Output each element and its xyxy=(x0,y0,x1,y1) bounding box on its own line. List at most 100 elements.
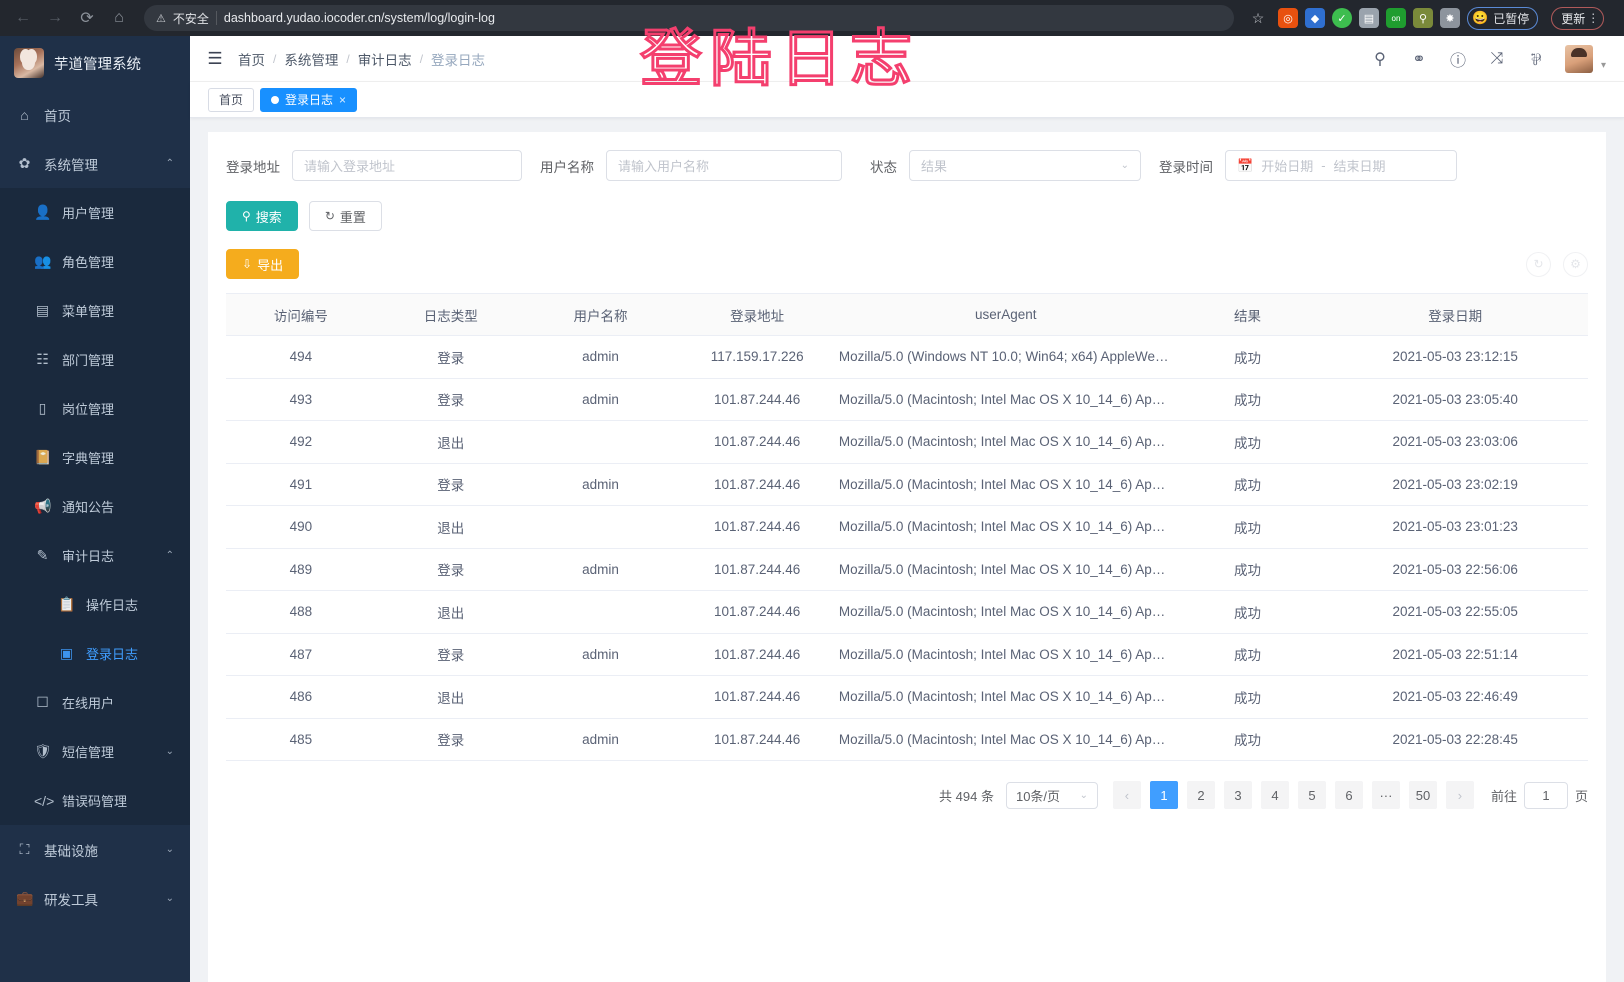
sidebar-item-audit-log[interactable]: ✎ 审计日志 ⌃ xyxy=(0,531,190,580)
sidebar-item-dev-tools[interactable]: 💼 研发工具 ⌄ xyxy=(0,874,190,923)
cell-user-name: admin xyxy=(525,718,676,761)
status-select[interactable]: 结果 ⌄ xyxy=(909,150,1141,181)
column-settings-icon[interactable]: ⚙ xyxy=(1563,251,1588,277)
address-bar[interactable]: ⚠ 不安全 dashboard.yudao.iocoder.cn/system/… xyxy=(144,5,1234,31)
sidebar-item-dept-mgmt[interactable]: ☷ 部门管理 xyxy=(0,335,190,384)
sidebar-item-user-mgmt[interactable]: 👤 用户管理 xyxy=(0,188,190,237)
breadcrumb-item-system[interactable]: 系统管理 xyxy=(284,52,339,68)
back-button[interactable]: ← xyxy=(15,9,31,26)
table-row[interactable]: 490 退出 101.87.244.46 Mozilla/5.0 (Macint… xyxy=(226,505,1588,549)
page-button-3[interactable]: 3 xyxy=(1223,781,1252,809)
search-button[interactable]: ⚲ 搜索 xyxy=(226,201,298,231)
forward-button[interactable]: → xyxy=(47,9,63,26)
cell-login-date: 2021-05-03 22:55:05 xyxy=(1322,590,1588,634)
search-icon[interactable]: ⚲ xyxy=(1374,50,1386,68)
page-button-5[interactable]: 5 xyxy=(1297,781,1326,809)
status-placeholder: 结果 xyxy=(921,159,948,174)
reload-button[interactable]: ⟳ xyxy=(80,10,94,27)
orange-ring-extension-icon[interactable]: ◎ xyxy=(1278,8,1298,28)
tab-home[interactable]: 首页 xyxy=(208,87,255,112)
next-page-button[interactable]: › xyxy=(1445,781,1474,809)
end-date-placeholder: 结束日期 xyxy=(1333,159,1386,174)
home-button[interactable]: ⌂ xyxy=(114,9,124,26)
table-row[interactable]: 491 登录 admin 101.87.244.46 Mozilla/5.0 (… xyxy=(226,463,1588,506)
sidebar-item-notice[interactable]: 📢 通知公告 xyxy=(0,482,190,531)
cell-result: 成功 xyxy=(1172,548,1323,591)
tab-login-log[interactable]: 登录日志 × xyxy=(260,87,358,112)
sidebar-item-post-mgmt[interactable]: ▯ 岗位管理 xyxy=(0,384,190,433)
start-date-placeholder: 开始日期 xyxy=(1261,159,1314,174)
download-icon: ⇩ xyxy=(242,257,253,271)
help-icon[interactable]: ⓘ xyxy=(1449,52,1466,70)
update-button[interactable]: 更新 ⋮ xyxy=(1551,6,1605,30)
chevron-down-icon[interactable]: ▾ xyxy=(1600,59,1606,71)
reset-button[interactable]: ↻ 重置 xyxy=(308,201,382,231)
sidebar-item-menu-mgmt[interactable]: ▤ 菜单管理 xyxy=(0,286,190,335)
chevron-down-icon: ⌄ xyxy=(165,893,174,904)
avatar[interactable] xyxy=(1564,44,1593,73)
sidebar-item-home[interactable]: ⌂ 首页 xyxy=(0,90,190,139)
sidebar-item-dict-mgmt[interactable]: 📔 字典管理 xyxy=(0,433,190,482)
table-row[interactable]: 488 退出 101.87.244.46 Mozilla/5.0 (Macint… xyxy=(226,590,1588,634)
gear-icon: ✿ xyxy=(18,155,31,171)
table-row[interactable]: 494 登录 admin 117.159.17.226 Mozilla/5.0 … xyxy=(226,335,1588,379)
font-size-icon[interactable]: ⅌ xyxy=(1530,51,1542,69)
export-button[interactable]: ⇩ 导出 xyxy=(226,249,300,279)
sidebar-item-operation-log[interactable]: 📋 操作日志 xyxy=(0,580,190,629)
olive-pin-extension-icon[interactable]: ⚲ xyxy=(1413,8,1433,28)
puzzle-extension-icon[interactable]: ✸ xyxy=(1440,8,1460,28)
table-row[interactable]: 493 登录 admin 101.87.244.46 Mozilla/5.0 (… xyxy=(226,378,1588,421)
role-icon: 👥 xyxy=(34,253,52,269)
page-size-select[interactable]: 10条/页 ⌄ xyxy=(1005,781,1098,809)
jump-page-input[interactable]: 1 xyxy=(1523,781,1568,809)
breadcrumb-item-audit[interactable]: 审计日志 xyxy=(357,52,412,68)
cell-log-type: 退出 xyxy=(375,675,526,719)
blue-diamond-extension-icon[interactable]: ◆ xyxy=(1305,8,1325,28)
login-address-input[interactable]: 请输入登录地址 xyxy=(292,150,522,181)
table-row[interactable]: 492 退出 101.87.244.46 Mozilla/5.0 (Macint… xyxy=(226,420,1588,464)
sidebar-item-system[interactable]: ✿ 系统管理 ⌃ xyxy=(0,139,190,188)
user-name-input[interactable]: 请输入用户名称 xyxy=(606,150,842,181)
green-check-extension-icon[interactable]: ✓ xyxy=(1332,8,1352,28)
github-icon[interactable]: ⚭ xyxy=(1412,50,1426,68)
brand[interactable]: 芋道管理系统 xyxy=(0,36,190,90)
page-button-2[interactable]: 2 xyxy=(1186,781,1215,809)
page-button-last[interactable]: 50 xyxy=(1408,781,1437,809)
sidebar: 芋道管理系统 ⌂ 首页 ✿ 系统管理 ⌃ 👤 用户管理 👥 角色管理 xyxy=(0,36,190,982)
page-ellipsis[interactable]: ··· xyxy=(1371,781,1400,809)
login-time-range-picker[interactable]: 📅 开始日期 - 结束日期 xyxy=(1225,150,1457,181)
cell-user-name: admin xyxy=(525,378,676,421)
page-button-1[interactable]: 1 xyxy=(1149,781,1178,809)
table-row[interactable]: 486 退出 101.87.244.46 Mozilla/5.0 (Macint… xyxy=(226,675,1588,719)
kebab-menu-icon[interactable]: ⋮ xyxy=(1587,11,1600,25)
cell-user-name: admin xyxy=(525,463,676,506)
paused-badge[interactable]: 😀 已暂停 xyxy=(1467,6,1539,30)
table-row[interactable]: 489 登录 admin 101.87.244.46 Mozilla/5.0 (… xyxy=(226,548,1588,591)
blue-note-extension-icon[interactable]: ▤ xyxy=(1359,8,1379,28)
refresh-icon[interactable]: ↻ xyxy=(1526,251,1551,277)
sidebar-item-label: 基础设施 xyxy=(44,843,98,859)
sidebar-item-role-mgmt[interactable]: 👥 角色管理 xyxy=(0,237,190,286)
menu-fold-icon[interactable]: ☰ xyxy=(207,48,223,68)
cell-log-type: 登录 xyxy=(375,463,526,506)
chevron-down-icon: ⌄ xyxy=(165,844,174,855)
breadcrumb-item-home[interactable]: 首页 xyxy=(238,52,265,68)
sidebar-item-online-users[interactable]: ☐ 在线用户 xyxy=(0,678,190,727)
sidebar-item-sms-mgmt[interactable]: 🛡 短信管理 ⌄ xyxy=(0,727,190,776)
sidebar-item-error-code[interactable]: </> 错误码管理 xyxy=(0,776,190,825)
table-row[interactable]: 487 登录 admin 101.87.244.46 Mozilla/5.0 (… xyxy=(226,633,1588,676)
table-row[interactable]: 485 登录 admin 101.87.244.46 Mozilla/5.0 (… xyxy=(226,718,1588,761)
th-login-date: 登录日期 xyxy=(1322,293,1588,336)
page-button-6[interactable]: 6 xyxy=(1334,781,1363,809)
sidebar-item-infrastructure[interactable]: ⛶ 基础设施 ⌄ xyxy=(0,825,190,874)
green-on-extension-icon[interactable]: on xyxy=(1386,8,1406,28)
prev-page-button[interactable]: ‹ xyxy=(1112,781,1141,809)
page-button-4[interactable]: 4 xyxy=(1260,781,1289,809)
close-icon[interactable]: × xyxy=(339,92,347,107)
star-icon[interactable]: ☆ xyxy=(1251,9,1265,26)
main-area: ☰ 首页 / 系统管理 / 审计日志 / 登录日志 ⚲ ⚭ ⓘ ⤨ ⅌ ▾ xyxy=(190,36,1624,982)
cell-user-agent: Mozilla/5.0 (Macintosh; Intel Mac OS X 1… xyxy=(838,590,1173,634)
brand-logo-icon xyxy=(14,48,44,78)
sidebar-item-login-log[interactable]: ▣ 登录日志 xyxy=(0,629,190,678)
fullscreen-icon[interactable]: ⤨ xyxy=(1490,49,1504,67)
